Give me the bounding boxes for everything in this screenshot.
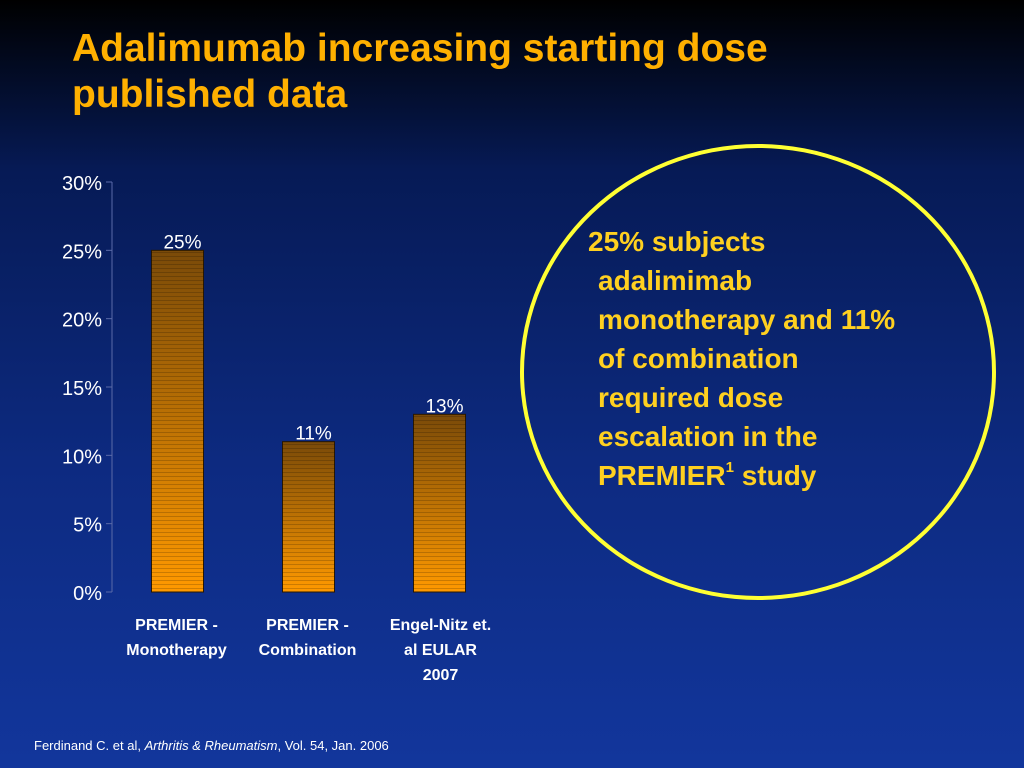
slide-title: Adalimumab increasing starting dose publ… [72,26,952,118]
y-tick-label: 30% [62,173,102,195]
callout-text: 25% subjects adalimimab monotherapy and … [588,222,978,495]
category-label: al EULAR [404,642,477,659]
citation-footnote: Ferdinand C. et al, Arthritis & Rheumati… [34,738,389,753]
category-label: Combination [259,642,357,659]
category-label: Engel-Nitz et. [390,617,491,634]
highlight-circle [520,144,996,600]
callout-line: required dose [598,382,784,413]
callout-line: 25% subjects [588,226,766,257]
bar-texture [151,250,204,593]
bar-texture [282,441,335,592]
y-tick-label: 20% [62,310,102,332]
callout-line: PREMIER1 study [588,456,978,495]
citation-journal: Arthritis & Rheumatism [144,738,278,753]
bar-chart: 0% 5% 10% 15% 20% 25% 30% 25% PREMIER - Monothera… [62,173,491,684]
callout-study-suffix: study [733,460,817,491]
callout-line: escalation in the [598,421,818,452]
slide-title-line-2: published data [72,73,348,116]
data-label: 25% [163,232,201,253]
y-tick-label: 10% [62,446,102,468]
citation-authors: Ferdinand C. et al, [34,738,145,753]
callout-line: of combination [598,343,799,374]
callout-line: monotherapy and 11% [598,304,896,335]
data-label: 11% [295,424,332,445]
y-tick-label: 25% [62,241,102,263]
data-label: 13% [425,396,463,417]
category-label: 2007 [423,667,459,684]
citation-details: , Vol. 54, Jan. 2006 [277,738,389,753]
callout-line: adalimimab [598,265,753,296]
bar-texture [413,414,466,592]
category-label: Monotherapy [126,642,227,659]
slide-title-line-1: Adalimumab increasing starting dose [72,27,768,70]
y-tick-label: 15% [62,378,102,400]
category-label: PREMIER - [135,617,218,634]
callout-superscript: 1 [725,459,734,476]
y-tick-label: 5% [73,515,102,537]
callout-study-name: PREMIER [598,460,726,491]
y-tick-label: 0% [73,583,102,605]
category-label: PREMIER - [266,617,349,634]
